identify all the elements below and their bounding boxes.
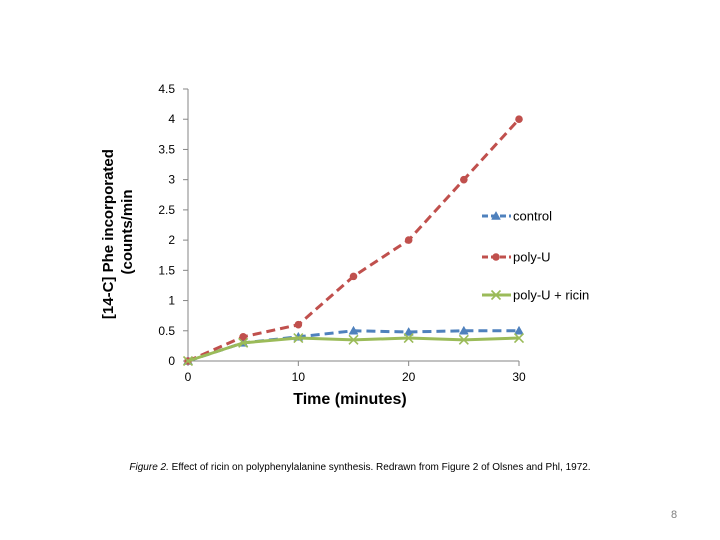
series-poly-u-ricin xyxy=(182,332,525,367)
series-line-poly-u xyxy=(187,118,521,363)
x-axis-ticks: 0 10 20 30 xyxy=(185,361,526,384)
x-tick-label: 20 xyxy=(402,370,416,384)
y-tick-label: 4 xyxy=(168,112,175,126)
data-point xyxy=(514,325,524,335)
y-axis-title-line-1: [14-C] Phe incorporated xyxy=(100,149,117,319)
data-point xyxy=(458,334,469,345)
legend-item-control: control xyxy=(482,209,552,224)
y-tick-label: 2.5 xyxy=(158,203,175,217)
data-point xyxy=(403,332,414,344)
y-tick-label: 0.5 xyxy=(158,324,175,338)
legend-marker xyxy=(492,253,500,261)
y-tick-label: 1 xyxy=(168,294,175,308)
legend: control poly-U poly-U + ricin xyxy=(482,209,589,303)
legend-marker xyxy=(491,210,501,220)
data-point xyxy=(348,334,359,345)
series-group xyxy=(182,115,525,367)
series-line-poly-u-ricin xyxy=(187,336,520,363)
data-point xyxy=(460,175,468,184)
data-point xyxy=(348,325,359,335)
data-point xyxy=(349,272,358,281)
data-point xyxy=(238,337,249,348)
y-tick-label: 4.5 xyxy=(158,82,175,96)
data-point xyxy=(404,236,413,244)
legend-label: poly-U + ricin xyxy=(513,288,589,303)
y-axis-title: [14-C] Phe incorporated (counts/min xyxy=(100,145,136,319)
y-axis-ticks: 0 0.5 1 1.5 2 2.5 3 3.5 4 4.5 xyxy=(158,82,188,368)
data-point xyxy=(294,320,303,329)
legend-label: control xyxy=(513,209,552,224)
y-axis-title-line-2: (counts/min xyxy=(119,190,136,275)
figure-caption: Figure 2. Effect of ricin on polyphenyla… xyxy=(0,462,720,473)
data-point xyxy=(513,332,525,344)
figure-label: Figure 2. xyxy=(129,462,169,473)
y-tick-label: 3 xyxy=(168,173,175,187)
x-axis-title: Time (minutes) xyxy=(293,391,407,408)
y-tick-label: 2 xyxy=(168,233,175,247)
legend-item-poly-u-ricin: poly-U + ricin xyxy=(482,288,589,303)
y-tick-label: 0 xyxy=(168,354,175,368)
x-tick-label: 10 xyxy=(292,370,306,384)
legend-marker xyxy=(490,289,502,301)
x-tick-label: 30 xyxy=(512,370,526,384)
x-tick-label: 0 xyxy=(185,370,192,384)
legend-item-poly-u: poly-U xyxy=(482,250,551,265)
caption-text: Effect of ricin on polyphenylalanine syn… xyxy=(168,462,591,473)
y-tick-label: 1.5 xyxy=(158,263,175,277)
legend-label: poly-U xyxy=(513,250,551,265)
page-number: 8 xyxy=(670,509,678,521)
series-poly-u xyxy=(184,115,523,365)
data-point xyxy=(403,326,414,336)
data-point xyxy=(515,115,523,124)
data-point xyxy=(458,325,469,335)
y-tick-label: 3.5 xyxy=(158,142,175,156)
data-point xyxy=(182,355,194,367)
data-point xyxy=(239,333,247,341)
data-point xyxy=(293,332,304,344)
